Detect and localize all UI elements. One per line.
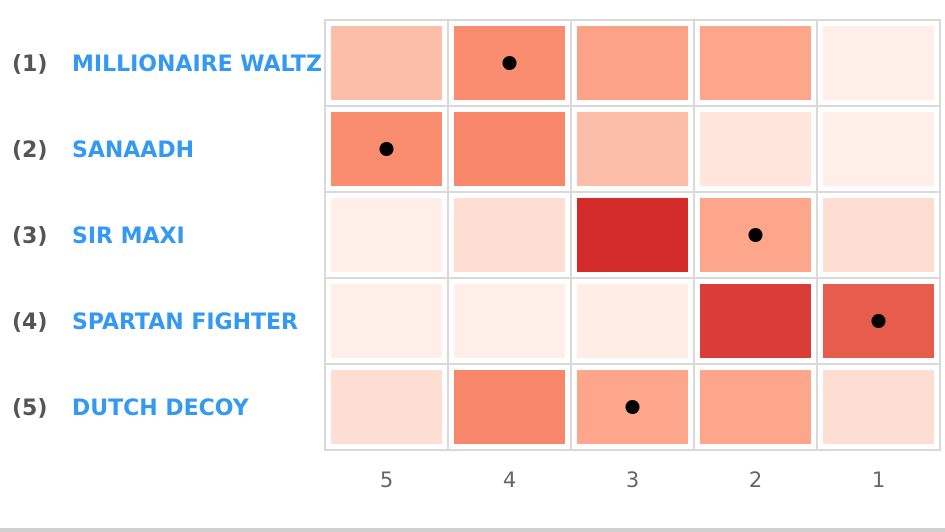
heatmap-cell	[823, 198, 934, 272]
row-name-link[interactable]: DUTCH DECOY	[72, 396, 250, 421]
heatmap-grid	[324, 19, 941, 451]
heatmap-cell	[331, 26, 442, 100]
x-tick-label: 4	[503, 468, 516, 492]
row-labels: (1) MILLIONAIRE WALTZ (2) SANAADH (3) SIR MAX…	[12, 52, 322, 421]
heatmap-cell	[823, 370, 934, 444]
x-tick-label: 2	[749, 468, 762, 492]
selection-marker	[748, 228, 763, 242]
x-tick-label: 1	[872, 468, 885, 492]
heatmap-cell	[577, 112, 688, 186]
heatmap-cell	[700, 284, 811, 358]
selection-marker	[502, 56, 517, 70]
row-rank: (5)	[12, 396, 47, 421]
selection-marker	[379, 142, 394, 156]
heatmap-cell	[700, 26, 811, 100]
heatmap-cell	[331, 198, 442, 272]
x-tick-label: 5	[380, 468, 393, 492]
heatmap-cell	[823, 112, 934, 186]
heatmap-cell	[331, 370, 442, 444]
row-rank: (2)	[12, 138, 47, 163]
heatmap-cell	[454, 198, 565, 272]
x-axis-ticks: 5 4 3 2 1	[380, 468, 885, 492]
bottom-divider	[0, 528, 945, 532]
selection-marker	[871, 314, 886, 328]
row-rank: (4)	[12, 310, 47, 335]
heatmap-cell	[700, 370, 811, 444]
heatmap-cell	[454, 112, 565, 186]
row-name-link[interactable]: MILLIONAIRE WALTZ	[72, 52, 322, 77]
heatmap-cell	[331, 284, 442, 358]
row-name-link[interactable]: SPARTAN FIGHTER	[72, 310, 298, 335]
row-rank: (1)	[12, 52, 47, 77]
heatmap-cell	[454, 284, 565, 358]
heatmap-cell	[577, 26, 688, 100]
heatmap-cell	[823, 26, 934, 100]
heatmap-cell	[700, 112, 811, 186]
row-name-link[interactable]: SIR MAXI	[72, 224, 185, 249]
heatmap-cell	[577, 198, 688, 272]
heatmap-cell	[577, 284, 688, 358]
selection-marker	[625, 400, 640, 414]
x-tick-label: 3	[626, 468, 639, 492]
heatmap-cell	[454, 370, 565, 444]
row-rank: (3)	[12, 224, 47, 249]
row-name-link[interactable]: SANAADH	[72, 138, 194, 163]
